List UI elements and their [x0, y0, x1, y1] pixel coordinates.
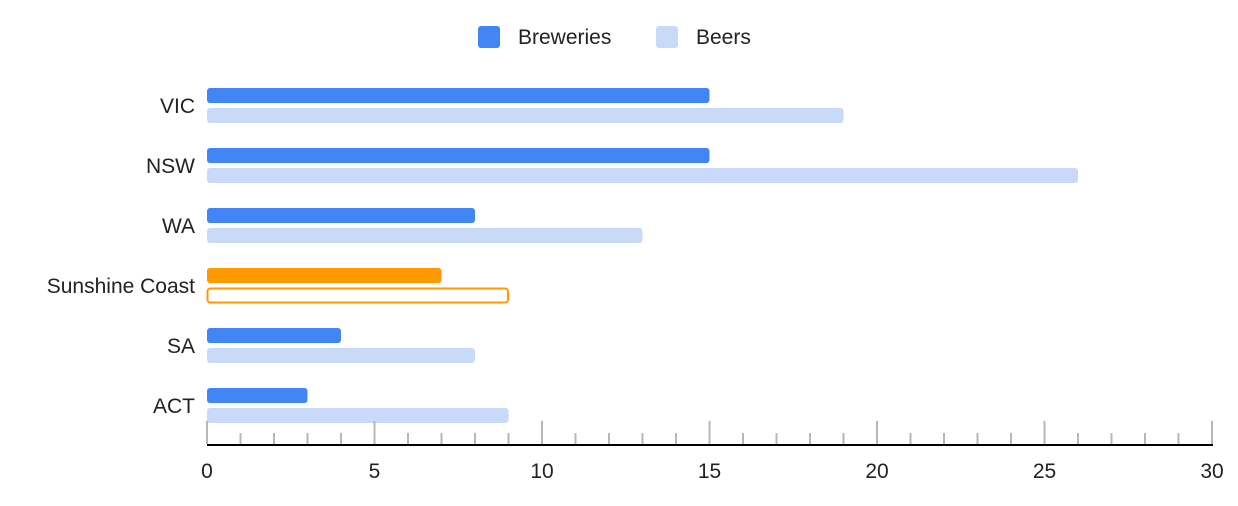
bar-beers-nsw: [207, 168, 1078, 183]
category-label: WA: [162, 215, 195, 238]
category-label: SA: [167, 335, 195, 358]
x-tick-label: 20: [865, 460, 888, 483]
x-tick-label: 30: [1200, 460, 1223, 483]
bar-beers-vic: [207, 108, 844, 123]
x-tick-label: 15: [698, 460, 721, 483]
bar-beers-sunshine-coast: [206, 287, 509, 304]
x-tick-label: 10: [530, 460, 553, 483]
category-label: NSW: [146, 155, 195, 178]
x-tick-label: 0: [201, 460, 213, 483]
legend-label-beers: Beers: [696, 26, 751, 49]
bar-beers-act: [207, 408, 509, 423]
legend-swatch-beers: [656, 26, 678, 48]
x-tick-label: 25: [1033, 460, 1056, 483]
bar-breweries-sunshine-coast: [207, 268, 442, 283]
legend-label-breweries: Breweries: [518, 26, 611, 49]
bar-breweries-vic: [207, 88, 710, 103]
legend-swatch-breweries: [478, 26, 500, 48]
bar-beers-wa: [207, 228, 643, 243]
category-label: ACT: [153, 395, 195, 418]
category-label: Sunshine Coast: [47, 275, 195, 298]
x-tick-label: 5: [369, 460, 381, 483]
bar-breweries-nsw: [207, 148, 710, 163]
bar-breweries-wa: [207, 208, 475, 223]
bar-beers-sa: [207, 348, 475, 363]
bar-breweries-sa: [207, 328, 341, 343]
bar-breweries-act: [207, 388, 308, 403]
category-label: VIC: [160, 95, 195, 118]
